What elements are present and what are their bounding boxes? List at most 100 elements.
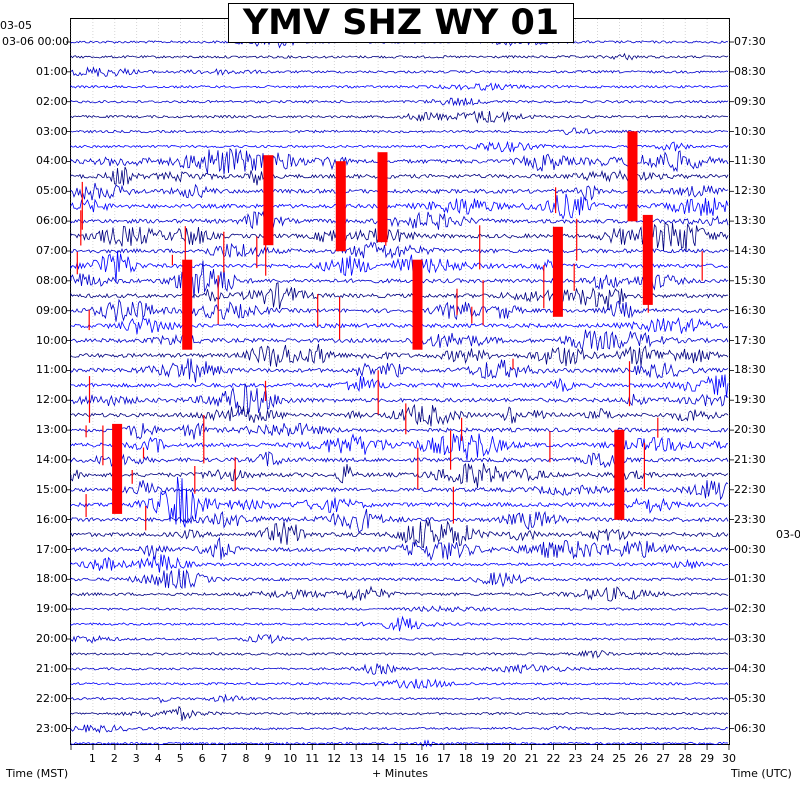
x-tick-label: 8 (242, 752, 250, 765)
right-hour-label: 15:30 (734, 273, 766, 287)
left-hour-label: 14:00 (36, 452, 68, 466)
trace-line (70, 649, 729, 659)
left-hour-label: 11:00 (36, 363, 68, 377)
trace-line (70, 422, 729, 440)
right-hour-label: 02:30 (734, 602, 766, 616)
trace-line (70, 604, 729, 613)
left-hour-label: 02:00 (36, 94, 68, 108)
x-tick-label: 29 (700, 752, 715, 765)
right-hour-label: 11:30 (734, 154, 766, 168)
right-hour-label: 06:30 (734, 721, 766, 735)
x-tick-label: 27 (656, 752, 671, 765)
trace-line (70, 298, 729, 322)
trace-line (70, 480, 729, 501)
trace-line (70, 519, 729, 548)
trace-line (70, 222, 729, 252)
left-hour-label: 19:00 (36, 602, 68, 616)
left-axis-label: Time (MST) (6, 767, 69, 780)
left-hour-label: 22:00 (36, 691, 68, 705)
trace-line (70, 383, 729, 417)
trace-line (70, 724, 729, 734)
right-hour-label: 00:30 (734, 542, 766, 556)
trace-line (70, 66, 729, 77)
x-tick-label: 18 (458, 752, 473, 765)
left-hour-label: 17:00 (36, 542, 68, 556)
trace-line (70, 633, 729, 644)
right-hour-label: 05:30 (734, 691, 766, 705)
trace-line (70, 615, 729, 632)
right-hour-label: 23:30 (734, 512, 766, 526)
right-hour-label: 16:30 (734, 303, 766, 317)
trace-line (70, 260, 729, 299)
x-tick-label: 16 (414, 752, 429, 765)
right-hour-label: 18:30 (734, 363, 766, 377)
x-tick-label: 13 (349, 752, 364, 765)
trace-line (70, 739, 729, 748)
trace-line (70, 693, 729, 704)
trace-line (70, 140, 729, 153)
trace-line (70, 463, 729, 488)
right-hour-label: 01:30 (734, 572, 766, 586)
x-tick-label: 14 (371, 752, 386, 765)
right-hour-label: 21:30 (734, 452, 766, 466)
x-tick-label: 9 (264, 752, 272, 765)
x-tick-label: 10 (283, 752, 298, 765)
right-hour-label: 10:30 (734, 124, 766, 138)
trace-line (70, 147, 729, 175)
right-hour-label: 17:30 (734, 333, 766, 347)
x-tick-label: 28 (678, 752, 693, 765)
left-hour-label: 10:00 (36, 333, 68, 347)
x-tick-label: 15 (393, 752, 407, 765)
trace-line (70, 97, 729, 107)
trace-line (70, 568, 729, 590)
clipped-event (335, 161, 346, 252)
x-tick-label: 20 (502, 752, 517, 765)
x-tick-label: 19 (480, 752, 495, 765)
chart-title: YMV SHZ WY 01 (228, 3, 574, 43)
trace-line (70, 193, 729, 220)
left-hour-label: 05:00 (36, 184, 68, 198)
right-hour-label: 22:30 (734, 482, 766, 496)
x-tick-label: 2 (110, 752, 118, 765)
trace-line (70, 110, 729, 124)
right-hour-label: 14:30 (734, 244, 766, 257)
x-tick-label: 7 (220, 752, 228, 765)
left-hour-label: 13:00 (36, 423, 68, 437)
trace-line (70, 52, 729, 61)
trace-line (70, 536, 729, 562)
trace-line (70, 82, 729, 91)
clipped-event (627, 131, 638, 222)
right-hour-label: 13:30 (734, 214, 766, 228)
x-tick-label: 30 (722, 752, 736, 765)
left-hour-label: 15:00 (36, 482, 68, 496)
right-hour-label: 20:30 (734, 423, 766, 437)
trace-line (70, 166, 729, 186)
x-tick-label: 25 (612, 752, 627, 765)
right-hour-label: 19:30 (734, 393, 766, 407)
x-tick-label: 22 (546, 752, 561, 765)
x-tick-label: 26 (634, 752, 649, 765)
trace-line (70, 374, 729, 398)
left-hour-label: 03:00 (36, 124, 68, 138)
left-hour-label: 20:00 (36, 632, 68, 645)
trace-line (70, 250, 729, 283)
clipped-event (552, 226, 563, 317)
right-hour-label: 12:30 (734, 184, 766, 198)
trace-line (70, 554, 729, 573)
left-hour-label: 23:00 (36, 721, 68, 735)
clipped-event (377, 152, 388, 243)
trace-line (70, 705, 729, 721)
trace-line (70, 329, 729, 351)
x-tick-label: 21 (524, 752, 539, 765)
right-axis-label: Time (UTC) (731, 767, 792, 780)
right-hour-label: 07:30 (734, 35, 766, 48)
trace-line (70, 127, 729, 135)
trace-line (70, 663, 729, 675)
trace-line (70, 585, 729, 602)
x-tick-label: 12 (327, 752, 342, 765)
trace-line (70, 282, 729, 311)
left-hour-label: 04:00 (36, 154, 68, 168)
left-hour-label: 18:00 (36, 572, 68, 586)
clipped-event (112, 423, 123, 514)
